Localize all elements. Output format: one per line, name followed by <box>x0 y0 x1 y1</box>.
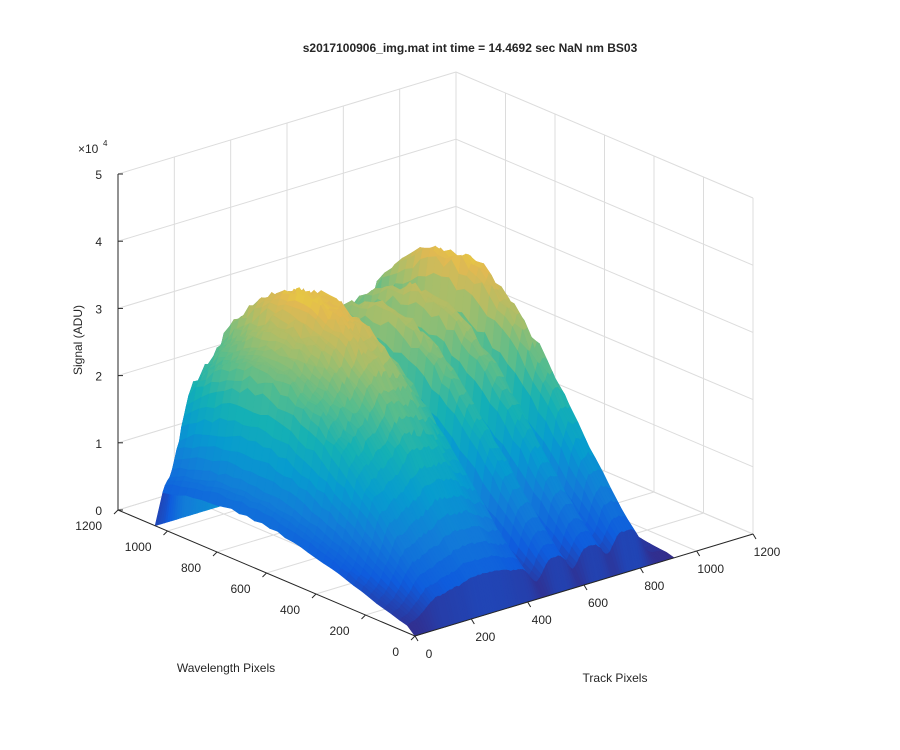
grid-line <box>117 71 457 175</box>
grid-line <box>455 205 754 333</box>
tick-labels: 0200400600800100012000200400600800100012… <box>75 168 780 661</box>
x-tick-label: 1000 <box>697 562 724 576</box>
x-tick-mark <box>752 533 757 540</box>
z-tick-label: 1 <box>95 437 102 451</box>
grid-line <box>117 205 457 309</box>
y-tick-mark <box>212 551 218 557</box>
y-tick-mark <box>113 509 119 515</box>
y-tick-label: 1200 <box>75 519 102 533</box>
y-tick-label: 0 <box>392 645 399 659</box>
x-tick-mark <box>583 584 588 591</box>
y-tick-label: 400 <box>280 603 300 617</box>
x-tick-mark <box>527 601 532 608</box>
x-tick-mark <box>414 635 419 642</box>
grid-line <box>455 71 754 199</box>
y-tick-label: 200 <box>329 624 349 638</box>
z-tick-label: 2 <box>95 370 102 384</box>
z-tick-label: 4 <box>95 235 102 249</box>
z-exponent-power: 4 <box>103 139 108 148</box>
axes-lines <box>113 173 757 642</box>
z-exponent-label: ×10 <box>78 142 99 156</box>
y-tick-mark <box>311 593 317 599</box>
y-tick-label: 600 <box>230 582 250 596</box>
z-axis-label: Signal (ADU) <box>71 305 85 375</box>
y-tick-mark <box>163 530 168 536</box>
y-tick-label: 1000 <box>125 540 152 554</box>
z-tick-label: 5 <box>95 168 102 182</box>
x-tick-label: 800 <box>644 579 664 593</box>
surface-plot <box>154 245 675 637</box>
x-tick-label: 600 <box>588 596 608 610</box>
x-axis-label: Track Pixels <box>583 671 648 685</box>
x-tick-label: 1200 <box>754 545 781 559</box>
z-tick-label: 0 <box>95 504 102 518</box>
x-tick-mark <box>696 550 701 557</box>
x-tick-mark <box>470 618 475 625</box>
grid-line <box>117 138 457 242</box>
x-tick-label: 400 <box>532 613 552 627</box>
z-exponent: ×10 4 <box>78 139 108 156</box>
x-tick-label: 200 <box>475 630 495 644</box>
y-tick-label: 800 <box>181 561 201 575</box>
z-tick-label: 3 <box>95 302 102 316</box>
x-tick-label: 0 <box>426 647 433 661</box>
x-tick-mark <box>639 567 644 574</box>
grid-line <box>455 138 754 266</box>
y-axis-label: Wavelength Pixels <box>177 661 275 675</box>
chart-title: s2017100906_img.mat int time = 14.4692 s… <box>303 41 638 55</box>
y-tick-mark <box>361 614 366 620</box>
y-tick-mark <box>410 635 416 641</box>
y-tick-mark <box>262 572 267 578</box>
